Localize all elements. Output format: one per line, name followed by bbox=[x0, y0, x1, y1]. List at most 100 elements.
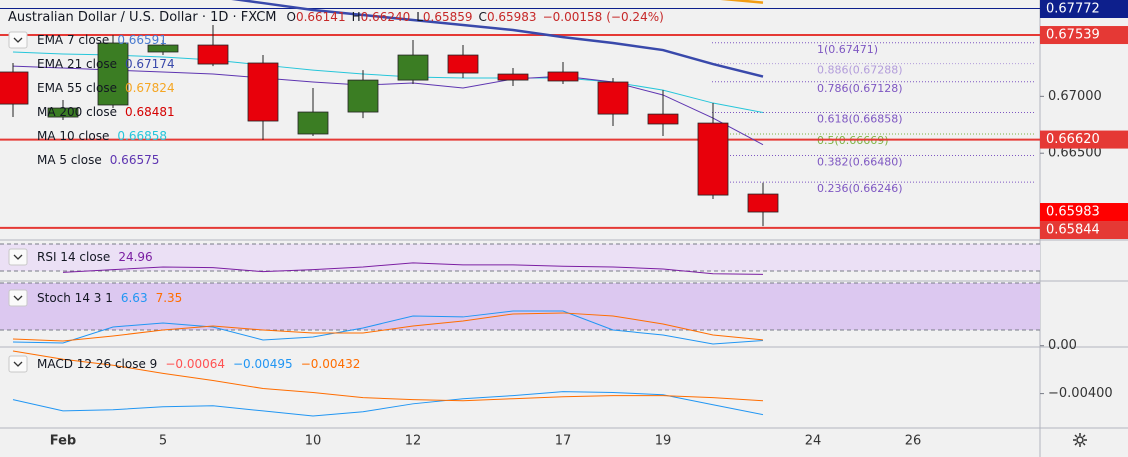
legend-title: MA 5 close bbox=[37, 153, 102, 167]
price-label-box bbox=[1040, 203, 1128, 222]
fib-label: 0.886(0.67288) bbox=[817, 64, 903, 77]
candle-body bbox=[747, 193, 779, 213]
chart-title: Australian Dollar / U.S. Dollar · 1D · F… bbox=[8, 10, 277, 25]
pane bbox=[0, 243, 1040, 275]
x-tick-label: 26 bbox=[905, 434, 922, 449]
settings-icon-spokes[interactable] bbox=[1073, 433, 1087, 447]
legend-toggle-chevron bbox=[13, 295, 23, 301]
candle-body bbox=[97, 42, 129, 106]
legend-entry: EMA 7 close 0.66591 bbox=[37, 33, 167, 47]
ohlc-key: L bbox=[416, 10, 423, 24]
price-label: 0.65983 bbox=[1046, 205, 1100, 220]
series-line bbox=[62, 262, 764, 275]
legend-toggle-chevron bbox=[13, 254, 23, 260]
ohlc-key: O bbox=[287, 10, 296, 24]
x-tick-label: 24 bbox=[805, 434, 822, 449]
legend-value: 0.66575 bbox=[110, 153, 160, 167]
candle-body bbox=[697, 122, 729, 196]
series-line bbox=[231, 0, 764, 78]
candle-body bbox=[397, 54, 429, 81]
legend-value: −0.00064 bbox=[165, 357, 225, 371]
ohlc-value: 0.66141 bbox=[296, 10, 346, 24]
legend-entry: MA 10 close 0.66858 bbox=[37, 129, 167, 143]
price-label-box bbox=[1040, 26, 1128, 45]
ohlc-value: 0.66240 bbox=[361, 10, 411, 24]
series-line bbox=[12, 65, 764, 146]
legend-title: RSI 14 close bbox=[37, 250, 110, 264]
series-line bbox=[12, 51, 764, 113]
legend-value: −0.00432 bbox=[301, 357, 361, 371]
legend-toggle[interactable] bbox=[8, 31, 28, 49]
settings-icon[interactable] bbox=[1073, 433, 1087, 447]
legend-value: 7.35 bbox=[156, 291, 183, 305]
pane bbox=[0, 282, 1040, 345]
x-tick-label: 5 bbox=[159, 434, 167, 449]
series-line bbox=[720, 0, 764, 4]
x-tick-label: 19 bbox=[655, 434, 672, 449]
settings-icon-hub[interactable] bbox=[1076, 436, 1084, 444]
legend-value: 0.67174 bbox=[125, 57, 175, 71]
legend-toggle[interactable] bbox=[8, 248, 28, 266]
y-tick-label: 0.67000 bbox=[1048, 89, 1102, 104]
price-label: 0.67772 bbox=[1046, 2, 1100, 17]
ohlc-value: 0.65859 bbox=[423, 10, 473, 24]
legend-title: Stoch 14 3 1 bbox=[37, 291, 113, 305]
legend-value: −0.00495 bbox=[233, 357, 293, 371]
candle-body bbox=[447, 54, 479, 74]
legend-entry: RSI 14 close 24.96 bbox=[37, 250, 153, 264]
legend-value: 0.67824 bbox=[125, 81, 175, 95]
legend-title: EMA 21 close bbox=[37, 57, 117, 71]
legend-toggle-chevron bbox=[13, 361, 23, 367]
price-label: 0.65844 bbox=[1046, 223, 1100, 238]
price-label-box bbox=[1040, 221, 1128, 240]
legend-entry: Stoch 14 3 1 6.63 7.35 bbox=[37, 291, 182, 305]
legend-value: 0.68481 bbox=[125, 105, 175, 119]
legend-value: 0.66591 bbox=[117, 33, 167, 47]
fib-label: 0.618(0.66858) bbox=[817, 112, 903, 125]
change: −0.00158 bbox=[543, 10, 603, 24]
ohlc-value: 0.65983 bbox=[487, 10, 537, 24]
series-line bbox=[12, 350, 764, 402]
price-label-box bbox=[1040, 130, 1128, 149]
chart-header: Australian Dollar / U.S. Dollar · 1D · F… bbox=[8, 10, 664, 25]
fib-label: 0.382(0.66480) bbox=[817, 155, 903, 168]
candle-body bbox=[347, 79, 379, 113]
series-line bbox=[12, 310, 764, 345]
x-tick-label: 10 bbox=[305, 434, 322, 449]
legend-title: EMA 7 close bbox=[37, 33, 109, 47]
fib-label: 1(0.67471) bbox=[817, 43, 878, 56]
fib-label: 0.236(0.66246) bbox=[817, 182, 903, 195]
legend-title: MA 10 close bbox=[37, 129, 109, 143]
candle-body bbox=[147, 44, 179, 53]
candle-body bbox=[497, 73, 529, 81]
series-line bbox=[12, 312, 764, 342]
x-tick-label: Feb bbox=[50, 434, 76, 449]
x-tick-label: 17 bbox=[555, 434, 572, 449]
legend-title: EMA 55 close bbox=[37, 81, 117, 95]
fib-label: 0.786(0.67128) bbox=[817, 82, 903, 95]
legend-toggle[interactable] bbox=[8, 289, 28, 307]
candle-body bbox=[547, 71, 579, 82]
legend-entry: MACD 12 26 close 9 −0.00064 −0.00495 −0.004… bbox=[37, 357, 360, 371]
candle-body bbox=[0, 71, 29, 105]
legend-title: MA 200 close bbox=[37, 105, 117, 119]
price-label: 0.67539 bbox=[1046, 28, 1100, 43]
candle-body bbox=[197, 44, 229, 65]
price-label: 0.66620 bbox=[1046, 132, 1100, 147]
x-tick-label: 12 bbox=[405, 434, 422, 449]
band bbox=[0, 243, 1040, 272]
ohlc-key: H bbox=[352, 10, 361, 24]
candle-body bbox=[647, 113, 679, 125]
legend-entry: EMA 55 close 0.67824 bbox=[37, 81, 175, 95]
legend-toggle[interactable] bbox=[8, 355, 28, 373]
y-tick-label: −0.00400 bbox=[1048, 386, 1113, 401]
candle-body bbox=[247, 62, 279, 122]
y-tick-label: 0.00 bbox=[1048, 338, 1077, 353]
band bbox=[0, 282, 1040, 331]
legend-entry: MA 200 close 0.68481 bbox=[37, 105, 175, 119]
pane bbox=[12, 350, 764, 417]
series-line bbox=[12, 391, 764, 417]
candle-body bbox=[597, 81, 629, 115]
candle-body bbox=[297, 111, 329, 135]
